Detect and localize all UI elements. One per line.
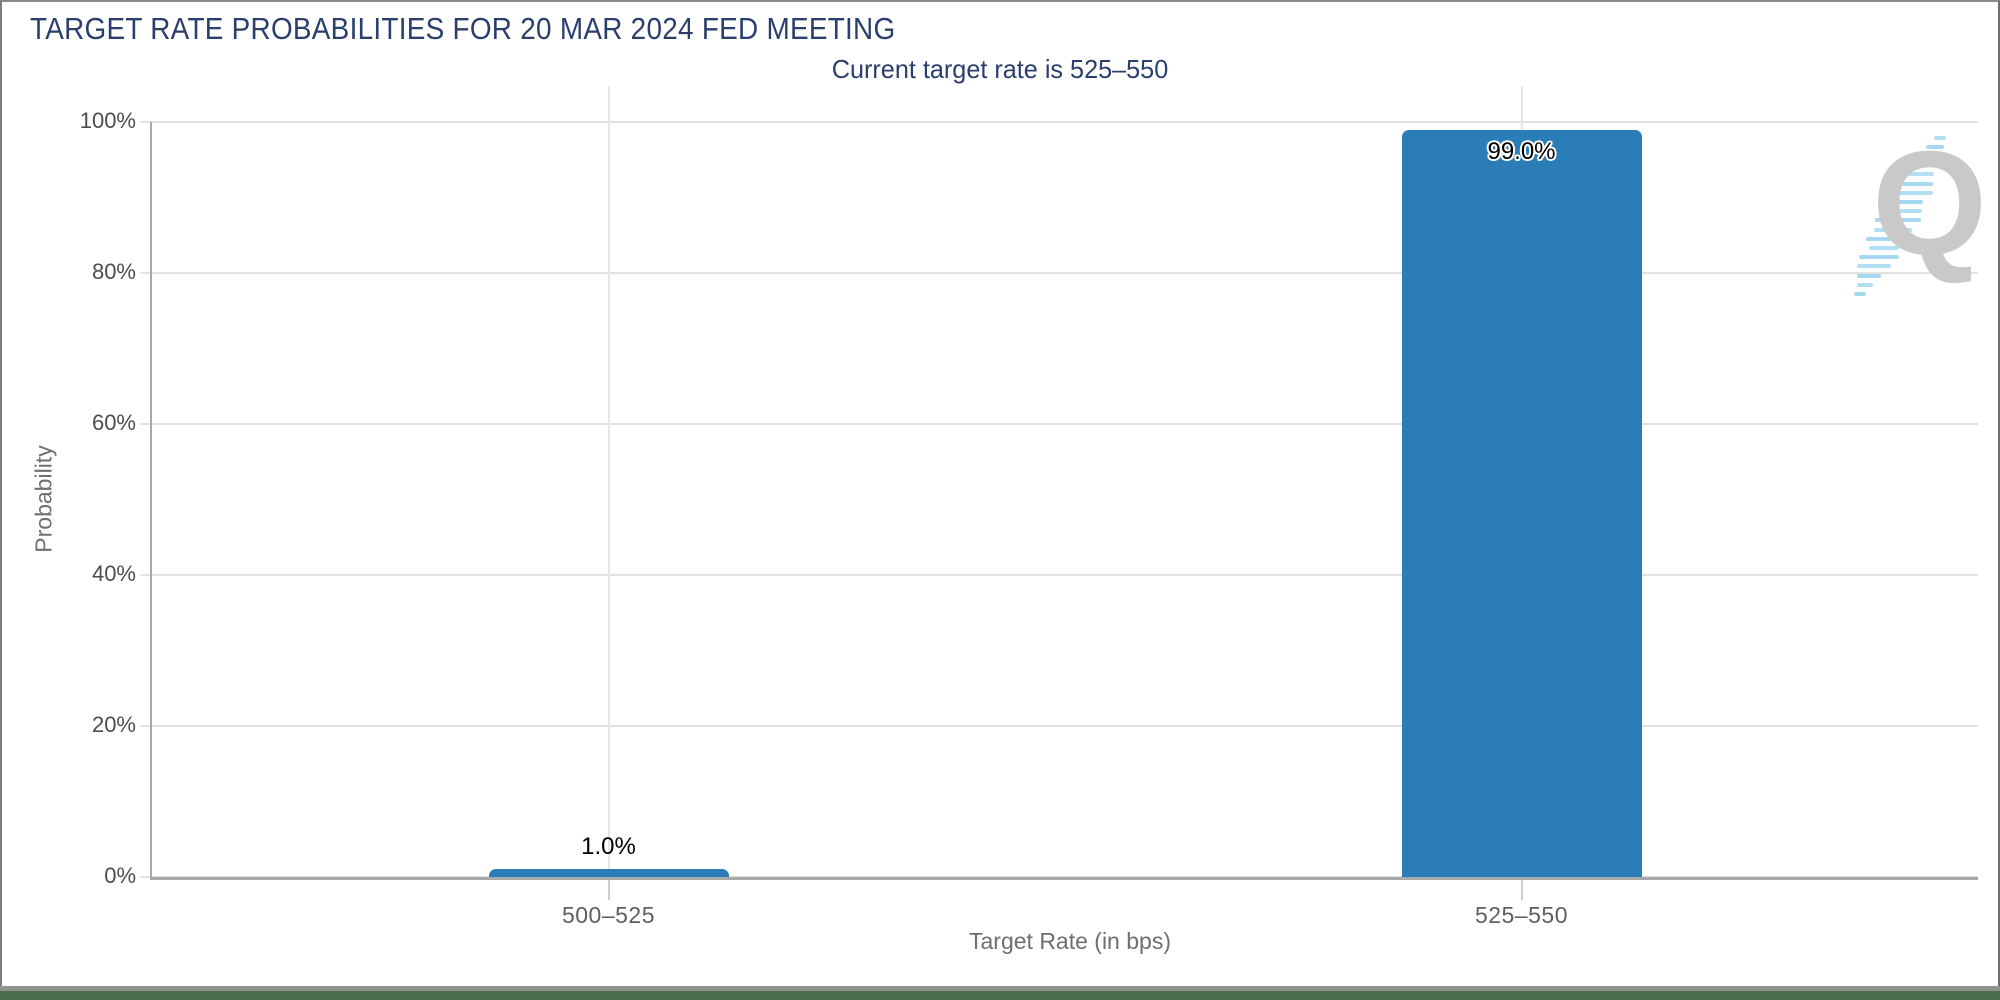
watermark-swoosh-dash	[1926, 144, 1945, 149]
y-tick-label: 100%	[79, 108, 136, 133]
x-category-label: 500–525	[561, 902, 656, 928]
bar[interactable]	[488, 869, 729, 877]
watermark-swoosh-dash	[1933, 135, 1946, 140]
watermark-swoosh-dash	[1915, 163, 1936, 168]
y-gridline	[140, 574, 1978, 576]
y-tick-label: 60%	[91, 410, 136, 435]
x-gridline	[607, 86, 610, 877]
bar-value-label: 1.0%	[581, 833, 636, 861]
bar[interactable]	[1401, 129, 1642, 877]
watermark-swoosh-dash	[1917, 154, 1944, 158]
watermark-swoosh-dash	[1856, 282, 1873, 287]
watermark-swoosh-dash	[1873, 227, 1912, 232]
y-tick-label: 80%	[91, 259, 136, 284]
watermark-swoosh-dash	[1874, 218, 1921, 223]
watermark-swoosh-dash	[1857, 264, 1892, 269]
page-title: TARGET RATE PROBABILITIES FOR 20 MAR 202…	[30, 11, 896, 46]
y-gridline	[140, 423, 1978, 425]
watermark-swoosh-dash	[1899, 181, 1934, 186]
x-axis-line	[150, 877, 1978, 880]
x-axis-title: Target Rate (in bps)	[969, 928, 1171, 954]
x-tick	[607, 879, 610, 900]
y-gridline	[140, 121, 1978, 123]
bar-value-label: 99.0%	[1487, 137, 1556, 165]
bottom-gray-divider	[0, 986, 2000, 991]
watermark-swoosh-dash	[1890, 190, 1933, 195]
y-tick-label: 40%	[91, 561, 136, 586]
bottom-accent-bar	[0, 991, 2000, 1000]
y-gridline	[140, 272, 1978, 274]
watermark-swoosh-dash	[1866, 236, 1911, 241]
chart-subtitle: Current target rate is 525–550	[831, 54, 1169, 84]
y-gridline	[140, 725, 1978, 727]
watermark-swoosh-dash	[1857, 273, 1882, 278]
x-tick	[1520, 879, 1523, 900]
y-tick-label: 20%	[91, 712, 136, 737]
y-tick-label: 0%	[104, 863, 136, 888]
watermark-swoosh-dash	[1882, 209, 1923, 214]
watermark-q-logo: Q	[1872, 121, 1988, 286]
y-axis-line	[150, 122, 152, 877]
watermark-swoosh-dash	[1854, 292, 1866, 296]
watermark-swoosh-dash	[1858, 255, 1899, 260]
watermark-swoosh-dash	[1868, 246, 1899, 250]
y-axis-title: Probability	[30, 445, 57, 553]
watermark-swoosh-dash	[1908, 172, 1935, 177]
watermark-swoosh-dash	[1891, 200, 1923, 204]
x-category-label: 525–550	[1474, 902, 1569, 928]
